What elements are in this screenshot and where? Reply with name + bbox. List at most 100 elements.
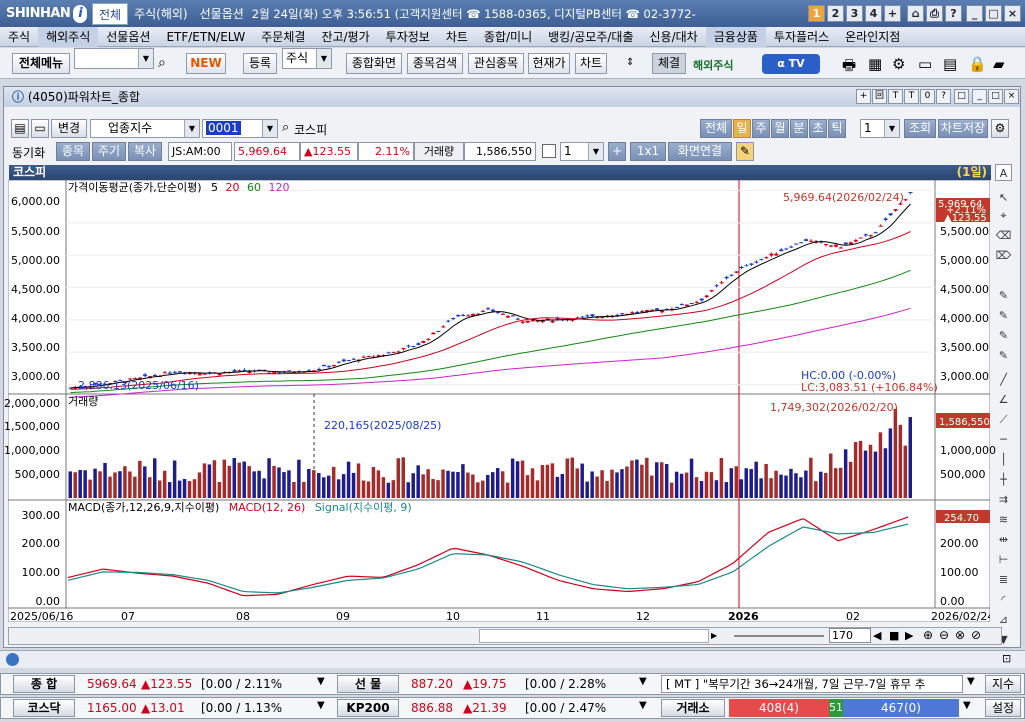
- menu-online-branch[interactable]: 온라인지점: [845, 29, 901, 44]
- scroll-first-icon[interactable]: ◀: [873, 629, 882, 642]
- layout-save-icon[interactable]: ▭: [31, 119, 49, 138]
- sync-stock-button[interactable]: 종목: [56, 142, 90, 161]
- chart-canvas[interactable]: 가격이동평균(종가,단순이평) 5 20 60 120 거래량 MACD(종가,…: [8, 180, 990, 622]
- chevron-down-icon[interactable]: ▼: [963, 700, 971, 711]
- menu-invest-plus[interactable]: 투자플러스: [773, 29, 830, 44]
- line-icon[interactable]: ⟋: [999, 413, 1008, 426]
- zoom-fit-icon[interactable]: ⊗: [955, 628, 966, 642]
- period-day-button[interactable]: 일: [733, 119, 751, 138]
- zoom-slider[interactable]: [734, 629, 824, 643]
- news-ticker[interactable]: [ MT ] "복무기간 36→24개월, 7일 근무-7일 휴무 추: [661, 675, 963, 693]
- layout-toggle-icon[interactable]: ▤: [11, 119, 29, 138]
- index-code-input[interactable]: 0001 ▼: [202, 119, 278, 138]
- crosshair-icon[interactable]: ⌖: [1000, 209, 1007, 222]
- erase-icon[interactable]: ⌫: [995, 229, 1012, 242]
- gear-icon[interactable]: ⚙: [991, 119, 1009, 138]
- period-week-button[interactable]: 주: [752, 119, 770, 138]
- menu-summary[interactable]: 종합/미니: [483, 29, 533, 44]
- minimize-icon[interactable]: _: [972, 89, 987, 104]
- minimize-icon[interactable]: _: [966, 5, 983, 22]
- layout-icon[interactable]: ▤: [943, 55, 958, 73]
- screen-link-button[interactable]: 화면연결: [668, 142, 732, 161]
- add-button[interactable]: +: [608, 142, 626, 161]
- text-icon[interactable]: T: [888, 89, 903, 104]
- chart-button[interactable]: 차트: [575, 53, 607, 74]
- index-button[interactable]: 지수: [985, 675, 1021, 693]
- menu-stock[interactable]: 주식: [8, 29, 31, 44]
- resize-icon[interactable]: ⊡: [1002, 652, 1012, 665]
- spin-select[interactable]: 1 ▼: [560, 142, 604, 161]
- new-button[interactable]: NEW: [186, 53, 226, 74]
- menu-orders[interactable]: 주문체결: [261, 29, 306, 44]
- scroll-last-icon[interactable]: ▶: [905, 629, 914, 642]
- all-menu-button[interactable]: 전체메뉴: [12, 53, 70, 74]
- sync-cycle-button[interactable]: 주기: [92, 142, 126, 161]
- channel-icon[interactable]: ⇉: [998, 493, 1009, 506]
- tab-futures-options[interactable]: 선물옵션: [199, 6, 244, 21]
- kosdaq-label[interactable]: 코스닥: [13, 699, 75, 717]
- marker-icon[interactable]: ✎: [998, 309, 1009, 322]
- menu-investment-info[interactable]: 투자정보: [385, 29, 430, 44]
- zero-icon[interactable]: 0: [920, 89, 935, 104]
- chevron-down-icon[interactable]: ▼: [967, 676, 975, 687]
- search-icon[interactable]: ⌕: [158, 55, 166, 71]
- screen-1-button[interactable]: 1: [808, 5, 825, 22]
- cursor-icon[interactable]: ↖: [998, 191, 1009, 204]
- zoom-reset-icon[interactable]: ⊘: [971, 628, 982, 642]
- font-icon[interactable]: T: [904, 89, 919, 104]
- screen-4-button[interactable]: 4: [865, 5, 882, 22]
- current-price-button[interactable]: 현재가: [528, 53, 570, 74]
- checkbox[interactable]: [542, 144, 556, 158]
- menu-financial-products[interactable]: 금융상품: [705, 26, 766, 47]
- marker-icon[interactable]: ✎: [998, 289, 1009, 302]
- arrow-icon[interactable]: ⇹: [998, 533, 1009, 546]
- lookup-button[interactable]: 조회: [904, 119, 936, 138]
- arc-icon[interactable]: ◜: [1001, 593, 1006, 606]
- period-second-button[interactable]: 초: [809, 119, 827, 138]
- menu-chart[interactable]: 차트: [445, 29, 468, 44]
- zoom-input[interactable]: 170: [829, 628, 871, 643]
- fibonacci-icon[interactable]: ≋: [998, 513, 1009, 526]
- exchange-label[interactable]: 거래소: [661, 699, 725, 717]
- calculator-icon[interactable]: ▦: [868, 55, 883, 73]
- period-tick-button[interactable]: 틱: [828, 119, 846, 138]
- pen-icon[interactable]: ✎: [736, 142, 754, 161]
- window-icon[interactable]: ▭: [918, 55, 933, 73]
- menu-balance[interactable]: 잔고/평가: [321, 29, 370, 44]
- horizontal-line-icon[interactable]: ─: [1000, 433, 1007, 446]
- zoom-in-icon[interactable]: ⊕: [923, 628, 934, 642]
- angle-icon[interactable]: ∠: [998, 393, 1009, 406]
- register-button[interactable]: 등록: [243, 53, 277, 74]
- scale-button[interactable]: 1x1: [630, 142, 666, 161]
- chevron-down-icon[interactable]: ▼: [317, 676, 325, 687]
- menu-banking[interactable]: 뱅킹/공모주/대출: [548, 29, 634, 44]
- gann-icon[interactable]: ⊿: [998, 613, 1009, 626]
- print-icon[interactable]: ⎙: [926, 5, 943, 22]
- watchlist-button[interactable]: 관심종목: [468, 53, 524, 74]
- fan-icon[interactable]: ⊢: [998, 553, 1009, 566]
- composite-label[interactable]: 종 합: [13, 675, 75, 693]
- vertical-line-icon[interactable]: │: [1000, 453, 1007, 466]
- screen-number-combo[interactable]: ▼: [74, 48, 154, 69]
- settle-button[interactable]: 체결: [652, 53, 686, 74]
- marker-icon[interactable]: ✎: [998, 349, 1009, 362]
- chevron-down-icon[interactable]: ▼: [639, 700, 647, 711]
- period-all-button[interactable]: 전체: [700, 119, 732, 138]
- screen-2-button[interactable]: 2: [827, 5, 844, 22]
- scroll-down-icon[interactable]: ▼: [999, 633, 1008, 646]
- screen-3-button[interactable]: 3: [846, 5, 863, 22]
- chevron-down-icon[interactable]: ▼: [317, 700, 325, 711]
- search-icon[interactable]: ⌕: [282, 120, 290, 135]
- marker-icon[interactable]: ✎: [998, 329, 1009, 342]
- help-icon[interactable]: ?: [945, 5, 962, 22]
- menu-etf[interactable]: ETF/ETN/ELW: [166, 29, 246, 44]
- home-icon[interactable]: ⌂: [907, 5, 924, 22]
- tab-all[interactable]: 전체: [92, 2, 129, 25]
- period-count-select[interactable]: 1 ▼: [860, 119, 900, 138]
- change-button[interactable]: 변경: [51, 119, 87, 138]
- period-month-button[interactable]: 월: [771, 119, 789, 138]
- overview-button[interactable]: 종합화면: [346, 53, 402, 74]
- maximize-icon[interactable]: □: [988, 89, 1003, 104]
- close-icon[interactable]: ×: [1004, 5, 1021, 22]
- stock-search-button[interactable]: 종목검색: [407, 53, 463, 74]
